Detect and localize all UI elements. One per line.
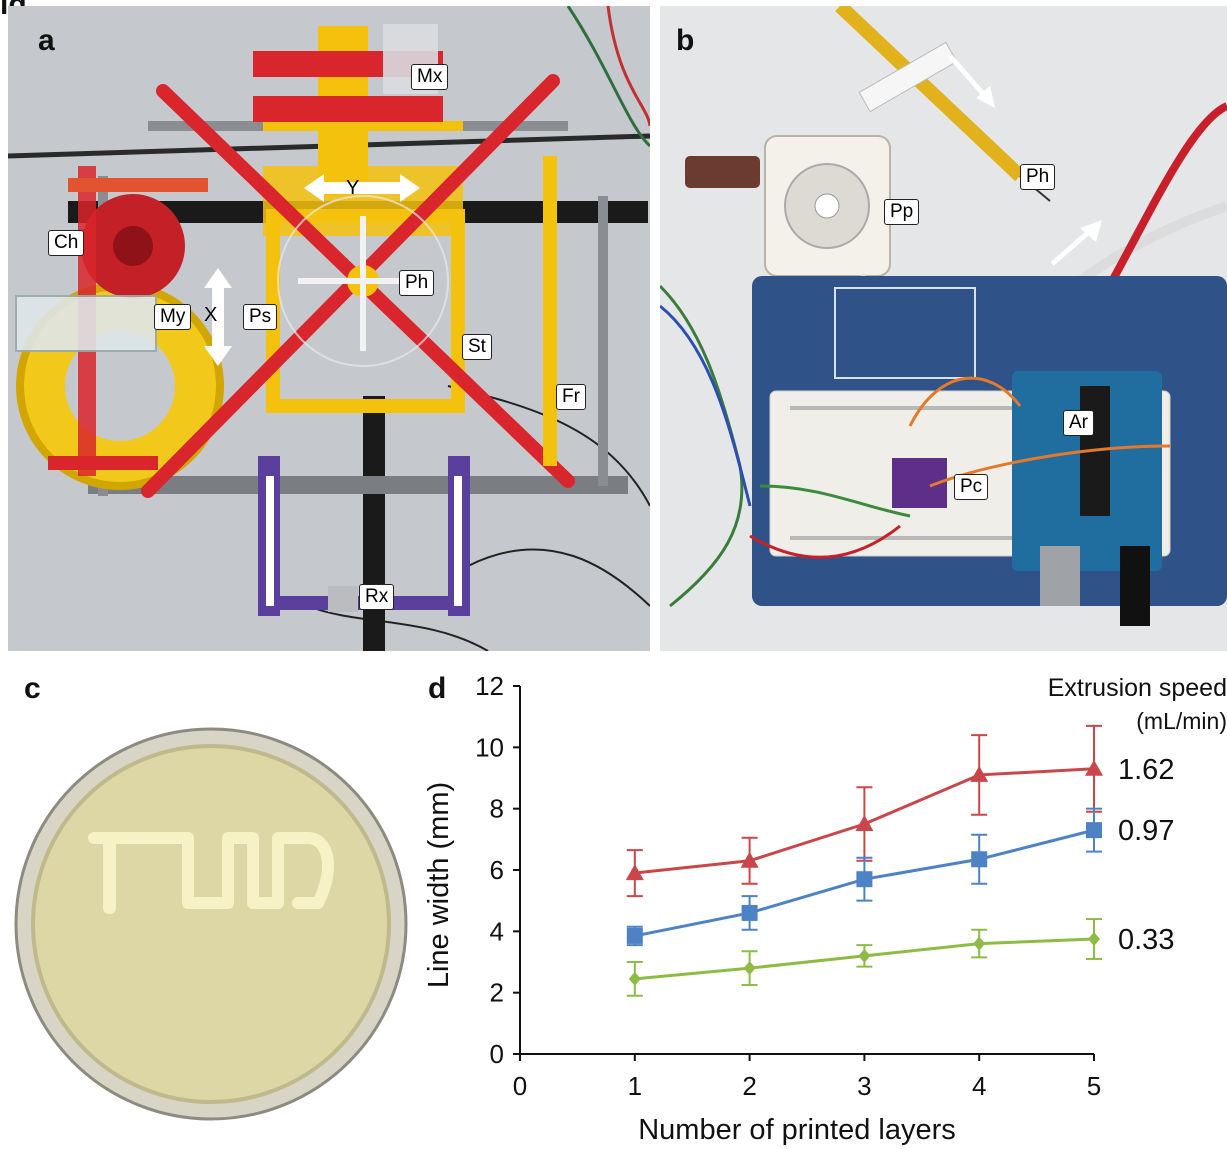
data-point-diamond xyxy=(858,948,871,963)
label-my: My xyxy=(154,304,192,330)
data-point-triangle xyxy=(1085,759,1103,776)
panel-b-electronics-photo: b Ph Pp Ar Pc xyxy=(660,6,1227,651)
y-tick-label: 0 xyxy=(490,1039,504,1069)
data-point-triangle xyxy=(740,851,759,868)
chart-marks: 1.62 0.97 0.33 xyxy=(625,724,1174,997)
panel-a-printer-photo: a Mx Y Ch My X Ps Ph St Fr Rx xyxy=(8,6,650,651)
x-tick-label: 3 xyxy=(857,1071,871,1101)
label-ph-b: Ph xyxy=(1020,164,1056,190)
data-point-triangle xyxy=(855,815,874,831)
panel-d-line-width-chart: d 0 2 4 6 8 10 12 0 1 2 3 4 5 1.62 0.97 0.33 Line widt… xyxy=(410,668,1227,1149)
label-mx: Mx xyxy=(411,64,449,90)
y-tick-label: 12 xyxy=(475,671,504,701)
label-ar: Ar xyxy=(1063,410,1094,436)
y-tick-label: 8 xyxy=(490,794,504,824)
panel-letter-b: b xyxy=(676,24,695,57)
series-label: 0.33 xyxy=(1118,924,1174,956)
label-rx: Rx xyxy=(359,584,395,610)
electronics-illustration xyxy=(660,6,1227,651)
x-tick-label: 4 xyxy=(972,1071,986,1101)
label-fr: Fr xyxy=(556,384,586,410)
y-axis-label: Line width (mm) xyxy=(423,782,455,988)
y-tick-label: 4 xyxy=(490,916,504,946)
label-st: St xyxy=(462,334,492,360)
panel-letter-c: c xyxy=(24,672,41,705)
x-axis-label: Number of printed layers xyxy=(638,1114,956,1146)
legend-units: (mL/min) xyxy=(1136,708,1227,734)
data-point-diamond xyxy=(1088,932,1100,946)
petri-dish-illustration xyxy=(14,727,408,1121)
data-point-square xyxy=(1086,822,1102,839)
series-label: 0.97 xyxy=(1118,815,1174,847)
panel-letter-d: d xyxy=(428,672,446,705)
label-x: X xyxy=(204,304,218,326)
data-point-square xyxy=(626,927,643,944)
label-y: Y xyxy=(346,177,360,199)
y-tick-label: 10 xyxy=(475,732,504,762)
panel-c-agar-plate: c xyxy=(8,668,410,1146)
label-ph-a: Ph xyxy=(399,270,435,296)
x-tick-label: 5 xyxy=(1087,1071,1101,1101)
x-tick-label: 1 xyxy=(628,1071,642,1101)
panel-letter-a: a xyxy=(38,24,55,57)
series-label: 1.62 xyxy=(1118,754,1174,786)
data-point-diamond xyxy=(743,961,756,976)
data-point-triangle xyxy=(970,765,989,782)
label-ps: Ps xyxy=(243,304,278,330)
data-point-diamond xyxy=(973,936,986,951)
data-point-diamond xyxy=(628,971,641,986)
legend-title: Extrusion speed xyxy=(1048,674,1227,702)
data-point-square xyxy=(856,871,873,888)
data-point-square xyxy=(971,851,988,868)
y-tick-label: 2 xyxy=(490,978,504,1008)
data-point-triangle xyxy=(625,864,644,881)
x-tick-label: 0 xyxy=(513,1071,527,1101)
data-point-square xyxy=(741,904,758,921)
label-pp: Pp xyxy=(884,199,920,225)
printer-illustration xyxy=(8,6,650,651)
x-tick-label: 2 xyxy=(742,1071,756,1101)
label-pc: Pc xyxy=(954,474,989,500)
label-ch: Ch xyxy=(48,230,85,256)
y-tick-label: 6 xyxy=(490,855,504,885)
